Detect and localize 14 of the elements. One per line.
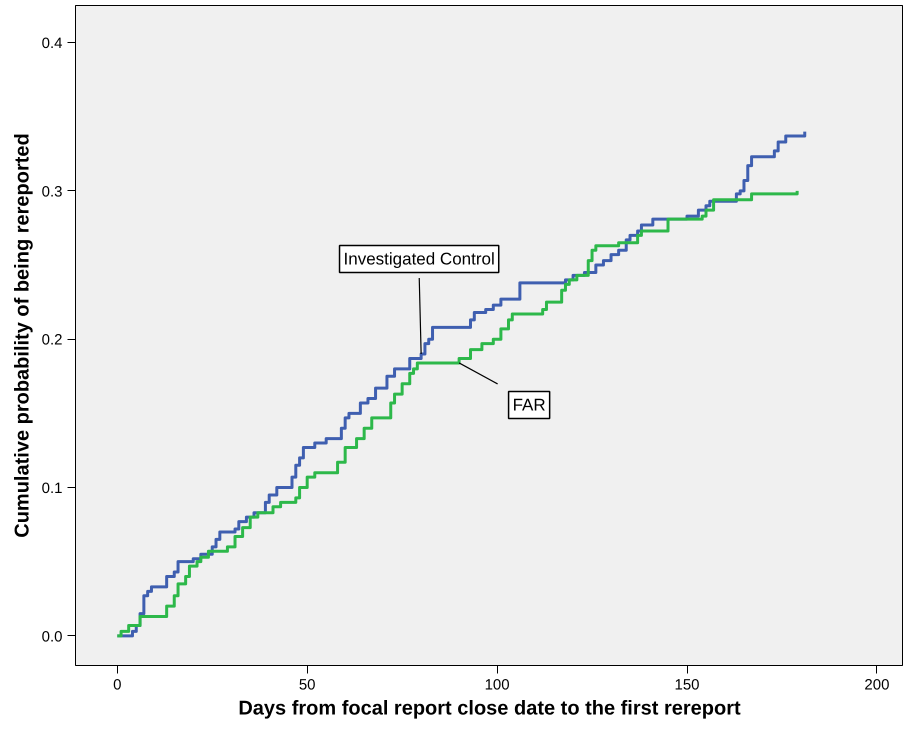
y-tick-label: 0.0 [42,628,63,646]
y-tick-label: 0.3 [42,183,63,200]
annotation: Investigated Control [344,250,495,269]
x-tick-label: 150 [674,676,700,694]
x-tick-label: 100 [484,676,510,694]
x-tick-label: 200 [864,676,890,694]
y-tick-label: 0.1 [42,480,63,498]
annotation: FAR [512,395,546,414]
y-tick-label: 0.4 [42,35,63,52]
x-tick-label: 50 [298,676,316,694]
y-axis-title: Cumulative probability of being rereported [12,133,34,538]
x-tick-label: 0 [113,676,122,694]
x-axis-title: Days from focal report close date to the first rereport [238,698,742,720]
y-tick-label: 0.2 [42,332,63,349]
